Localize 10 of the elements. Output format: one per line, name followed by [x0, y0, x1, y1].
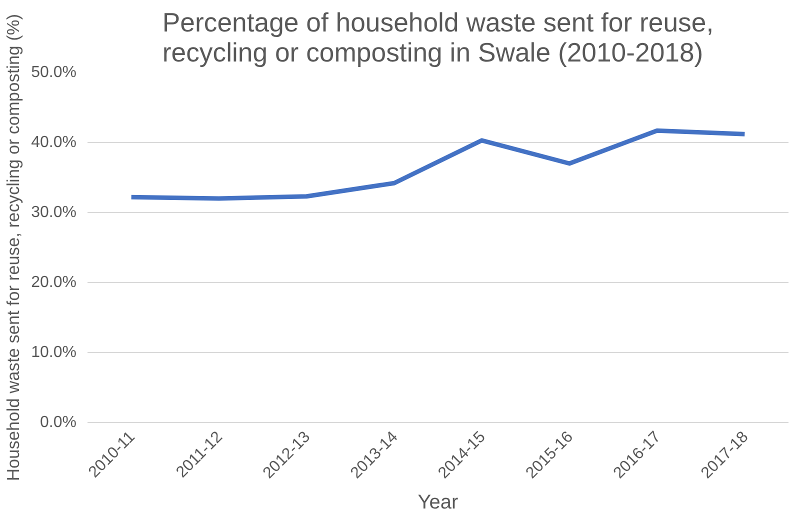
y-tick-label: 20.0% — [31, 274, 77, 291]
line-series — [129, 128, 747, 201]
chart-title: Percentage of household waste sent for reuse, recycling or composting in Swale (2010-2018) — [162, 8, 714, 68]
x-axis-title: Year — [418, 491, 459, 514]
y-tick-label: 50.0% — [31, 64, 77, 81]
y-axis-title: Household waste sent for reuse, recycling or composting (%) — [3, 14, 24, 482]
y-tick-label: 40.0% — [31, 134, 77, 151]
y-tick-label: 0.0% — [40, 414, 76, 431]
y-tick-label: 10.0% — [31, 344, 77, 361]
y-tick-label: 30.0% — [31, 204, 77, 221]
